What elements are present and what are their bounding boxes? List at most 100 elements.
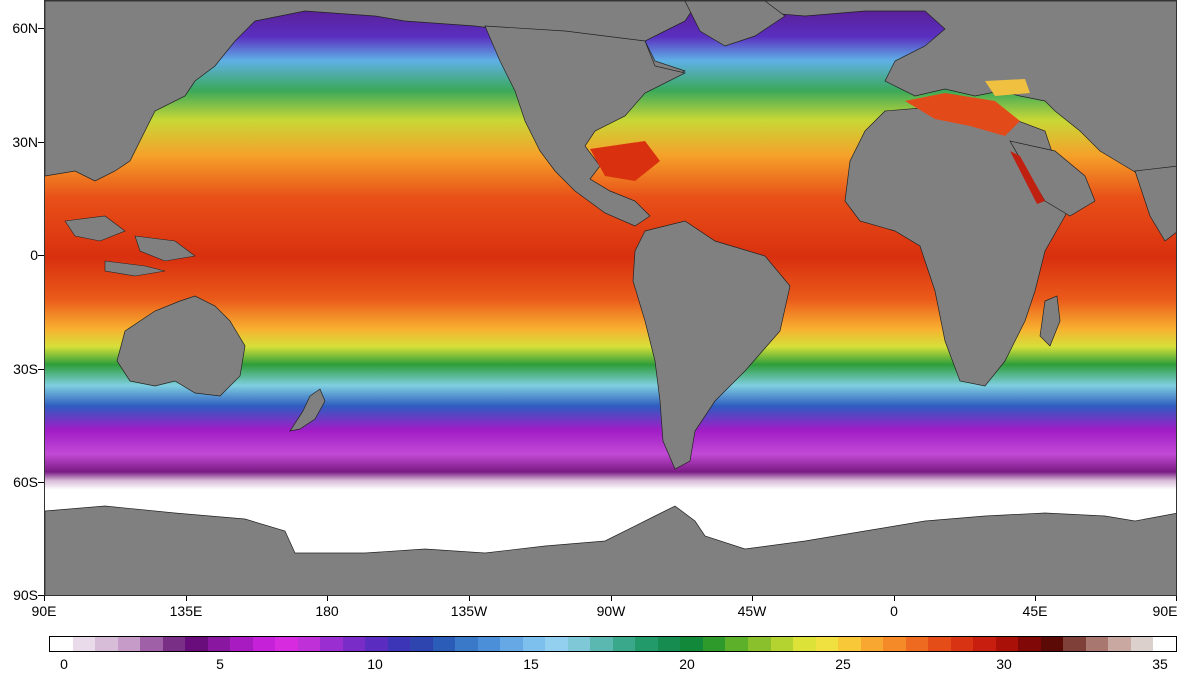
colorbar-segment	[1153, 637, 1176, 651]
lon-label-90e: 90E	[31, 603, 57, 619]
colorbar-segment	[72, 637, 96, 651]
colorbar-segment	[973, 637, 996, 651]
colorbar-segment	[1085, 637, 1109, 651]
colorbar-segment	[1018, 637, 1041, 651]
colorbar-label: 30	[996, 656, 1012, 672]
colorbar-segment	[905, 637, 929, 651]
colorbar-segment	[635, 637, 658, 651]
colorbar-segment	[567, 637, 591, 651]
lat-label-60s: 60S	[13, 474, 38, 490]
lon-tick	[469, 596, 470, 601]
southeast-asia-islands	[64, 215, 196, 277]
lat-tick	[38, 482, 44, 483]
colorbar-segment	[860, 637, 884, 651]
colorbar-segment	[275, 637, 298, 651]
colorbar-segment	[612, 637, 636, 651]
colorbar-segment	[117, 637, 141, 651]
colorbar-segment	[410, 637, 433, 651]
lat-label-0: 0	[30, 247, 38, 263]
map-svg	[45, 1, 1176, 595]
colorbar-segment	[657, 637, 681, 651]
colorbar-segment	[455, 637, 478, 651]
colorbar-segment	[297, 637, 321, 651]
new-zealand-landmass	[289, 388, 326, 432]
colorbar-label: 0	[60, 656, 68, 672]
north-america-landmass	[484, 25, 687, 227]
colorbar-label: 10	[367, 656, 383, 672]
colorbar-segment	[342, 637, 366, 651]
colorbar-segment	[838, 637, 861, 651]
colorbar-segment	[793, 637, 816, 651]
colorbar-segment	[50, 637, 73, 651]
antarctica-landmass	[45, 505, 1176, 595]
colorbar-segment	[387, 637, 411, 651]
colorbar-segment	[432, 637, 456, 651]
lon-tick	[186, 596, 187, 601]
lon-tick	[894, 596, 895, 601]
colorbar-label: 20	[679, 656, 695, 672]
lon-label-90w: 90W	[596, 603, 626, 619]
lat-tick	[38, 369, 44, 370]
sea-surface-temperature-map	[44, 0, 1177, 596]
colorbar-segment	[162, 637, 186, 651]
colorbar-segment	[365, 637, 388, 651]
colorbar-segment	[95, 637, 118, 651]
africa-landmass	[844, 105, 1076, 387]
colorbar-label: 15	[523, 656, 539, 672]
colorbar-segment	[320, 637, 343, 651]
red-sea	[1010, 151, 1045, 204]
colorbar-segment	[995, 637, 1019, 651]
colorbar-segment	[725, 637, 748, 651]
lon-label-45w: 45W	[737, 603, 767, 619]
lon-tick	[752, 596, 753, 601]
colorbar-segment	[747, 637, 771, 651]
colorbar-segment	[522, 637, 546, 651]
colorbar-segment	[1063, 637, 1086, 651]
lat-tick	[38, 255, 44, 256]
colorbar-segment	[140, 637, 163, 651]
lat-tick	[38, 595, 44, 596]
colorbar-segment	[185, 637, 208, 651]
mediterranean-sea	[905, 93, 1020, 136]
colorbar-segment	[1108, 637, 1131, 651]
lon-label-135e: 135E	[169, 603, 203, 619]
black-sea	[985, 79, 1030, 96]
lat-label-30n: 30N	[12, 134, 38, 150]
colorbar-segment	[815, 637, 839, 651]
colorbar-segment	[500, 637, 523, 651]
lat-tick	[38, 28, 44, 29]
lon-label-135w: 135W	[450, 603, 488, 619]
india-landmass	[1134, 165, 1176, 242]
lat-tick	[38, 142, 44, 143]
lon-tick	[1035, 596, 1036, 601]
colorbar-label: 35	[1152, 656, 1168, 672]
colorbar-segment	[770, 637, 794, 651]
greenland-landmass	[684, 1, 786, 47]
colorbar-segment	[545, 637, 568, 651]
gulf-of-mexico	[590, 141, 660, 181]
lon-label-90e-right: 90E	[1152, 603, 1178, 619]
south-america-landmass	[632, 220, 791, 470]
colorbar-label: 5	[216, 656, 224, 672]
colorbar-segment	[883, 637, 906, 651]
temperature-colorbar	[49, 636, 1177, 652]
lon-tick	[1176, 596, 1177, 601]
madagascar-landmass	[1039, 295, 1061, 347]
colorbar-label: 25	[835, 656, 851, 672]
lon-tick	[611, 596, 612, 601]
colorbar-segment	[252, 637, 276, 651]
colorbar-segment	[230, 637, 253, 651]
lat-label-60n: 60N	[12, 20, 38, 36]
lon-label-45e: 45E	[1022, 603, 1048, 619]
colorbar-segment	[1040, 637, 1064, 651]
lon-label-0: 0	[890, 603, 898, 619]
colorbar-segment	[1130, 637, 1154, 651]
australia-landmass	[116, 295, 246, 397]
lon-tick	[44, 596, 45, 601]
colorbar-segment	[702, 637, 726, 651]
colorbar-segment	[590, 637, 613, 651]
colorbar-segment	[950, 637, 974, 651]
lat-label-30s: 30S	[13, 361, 38, 377]
colorbar-segment	[207, 637, 231, 651]
lon-tick	[327, 596, 328, 601]
